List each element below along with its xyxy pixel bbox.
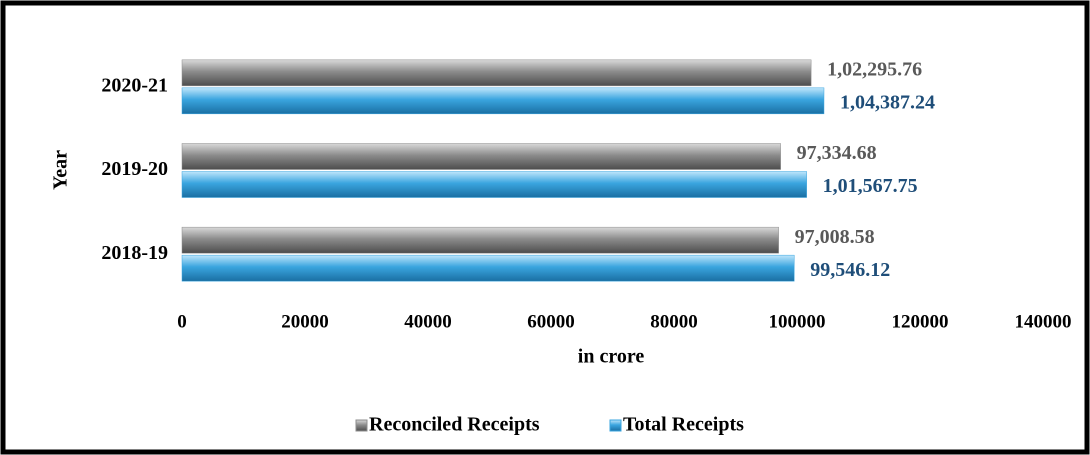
bar	[181, 59, 812, 87]
x-tick-label: 140000	[1015, 311, 1072, 332]
x-tick-label: 0	[177, 311, 187, 332]
data-label: 1,01,567.75	[823, 175, 918, 197]
x-tick-label: 60000	[527, 311, 575, 332]
data-label: 1,04,387.24	[840, 91, 935, 113]
legend-label: Reconciled Receipts	[369, 414, 540, 436]
bar	[181, 171, 807, 198]
data-label: 97,334.68	[797, 142, 877, 164]
data-label: 97,008.58	[795, 226, 875, 248]
x-tick-label: 120000	[892, 311, 949, 332]
bar	[181, 254, 795, 282]
y-tick-label: 2018-19	[101, 242, 168, 264]
legend-swatch	[355, 419, 368, 432]
data-label: 1,02,295.76	[827, 58, 922, 80]
y-tick-label: 2019-20	[101, 158, 168, 180]
legend-label: Total Receipts	[623, 414, 744, 436]
legend-swatch	[609, 419, 622, 432]
y-tick-label: 2020-21	[101, 74, 168, 96]
x-tick-label: 20000	[281, 311, 329, 332]
x-tick-label: 100000	[769, 311, 826, 332]
x-axis-label: in crore	[578, 346, 645, 368]
x-tick-label: 40000	[404, 311, 452, 332]
data-label: 99,546.12	[810, 259, 890, 281]
x-tick-label: 80000	[650, 311, 698, 332]
bar	[181, 87, 825, 115]
bar	[181, 226, 779, 254]
bar	[181, 143, 781, 170]
y-axis-label: Year	[50, 150, 72, 190]
